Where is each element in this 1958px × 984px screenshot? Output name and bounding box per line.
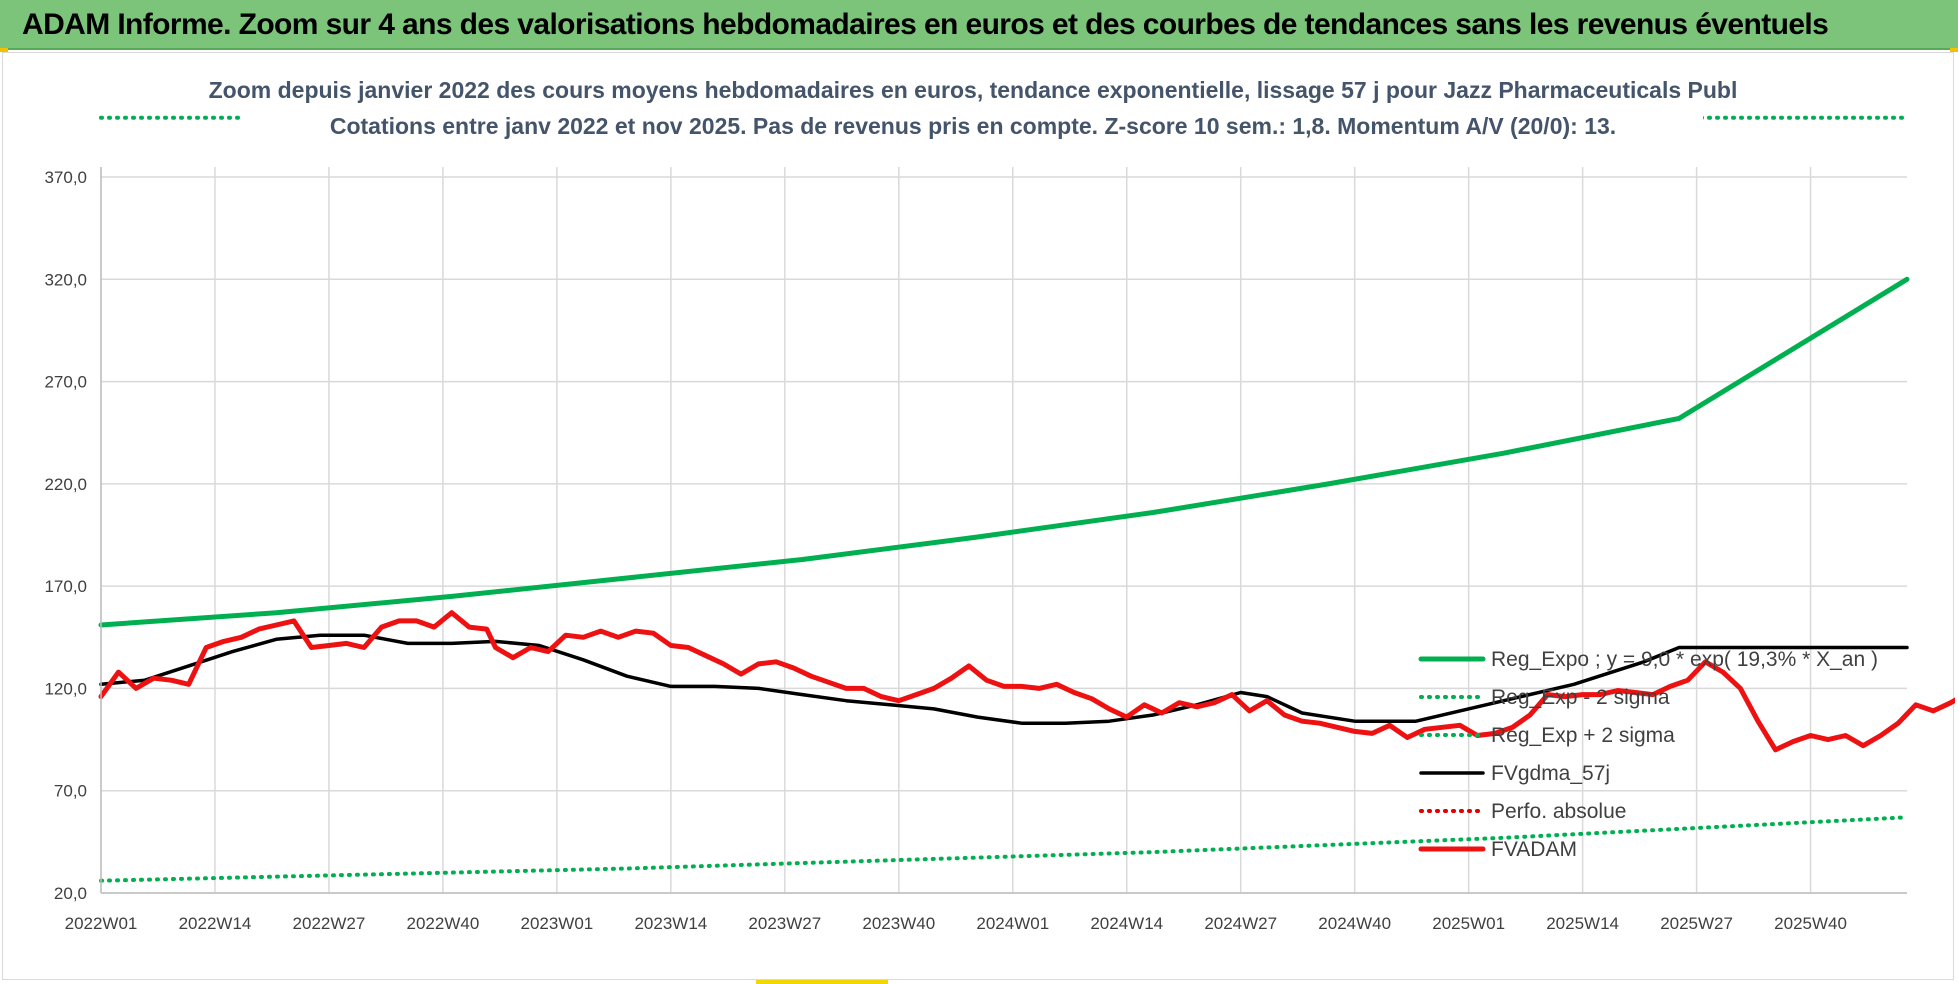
x-tick-label: 2024W27	[1204, 914, 1277, 933]
grid	[100, 167, 1907, 894]
x-tick-label: 2022W01	[65, 914, 138, 933]
x-tick-label: 2025W40	[1774, 914, 1847, 933]
legend-label: Reg_Exp - 2 sigma	[1491, 686, 1670, 709]
fvgdma-57j-line	[99, 633, 1909, 725]
corner-marker-left	[0, 48, 8, 52]
x-tick-label: 2024W14	[1090, 914, 1163, 933]
x-tick-label: 2023W14	[634, 914, 707, 933]
x-tick-label: 2022W40	[407, 914, 480, 933]
chart-title-line-2: Cotations entre janv 2022 et nov 2025. P…	[330, 113, 1616, 139]
y-tick-label: 20,0	[54, 884, 87, 903]
x-tick-label: 2025W27	[1660, 914, 1733, 933]
x-tick-label: 2023W27	[748, 914, 821, 933]
x-tick-label: 2024W40	[1318, 914, 1391, 933]
header-banner: ADAM Informe. Zoom sur 4 ans des valoris…	[0, 0, 1958, 50]
y-tick-label: 370,0	[44, 168, 87, 187]
chart-canvas: 20,0 70,0 120,0 170,0 220,0 270,0 320,0 370,0 20…	[44, 75, 1955, 933]
legend-label: Reg_Exp + 2 sigma	[1491, 724, 1675, 747]
reg-exp-minus-2sigma-line	[99, 815, 1909, 883]
banner-title: ADAM Informe. Zoom sur 4 ans des valoris…	[22, 8, 1829, 41]
y-tick-label: 220,0	[44, 475, 87, 494]
legend: Reg_Expo ; y = 9,0 * exp( 19,3% * X_an )…	[1418, 648, 1878, 861]
y-tick-label: 120,0	[44, 679, 87, 698]
axes: 20,0 70,0 120,0 170,0 220,0 270,0 320,0 370,0 20…	[44, 167, 1907, 933]
chart-frame: 20,0 70,0 120,0 170,0 220,0 270,0 320,0 370,0 20…	[2, 52, 1955, 980]
plot-area	[98, 115, 1955, 883]
legend-label: FVgdma_57j	[1491, 762, 1610, 785]
chart-title-line-1: Zoom depuis janvier 2022 des cours moyen…	[209, 77, 1738, 103]
fvadam-line	[98, 610, 1955, 753]
y-tick-label: 170,0	[44, 577, 87, 596]
x-tick-label: 2022W27	[293, 914, 366, 933]
bottom-marker	[756, 980, 888, 984]
legend-label: FVADAM	[1491, 838, 1577, 861]
y-tick-label: 270,0	[44, 373, 87, 392]
chart-title: Zoom depuis janvier 2022 des cours moyen…	[209, 75, 1738, 153]
y-tick-label: 320,0	[44, 270, 87, 289]
x-tick-label: 2023W40	[862, 914, 935, 933]
y-tick-label: 70,0	[54, 782, 87, 801]
x-tick-label: 2023W01	[520, 914, 593, 933]
legend-label: Reg_Expo ; y = 9,0 * exp( 19,3% * X_an )	[1491, 648, 1878, 671]
corner-marker-right	[1950, 48, 1958, 52]
x-tick-label: 2022W14	[179, 914, 252, 933]
x-tick-label: 2025W01	[1432, 914, 1505, 933]
legend-label: Perfo. absolue	[1491, 800, 1626, 823]
reg-expo-line	[98, 276, 1910, 628]
x-tick-label: 2024W01	[976, 914, 1049, 933]
x-tick-label: 2025W14	[1546, 914, 1619, 933]
